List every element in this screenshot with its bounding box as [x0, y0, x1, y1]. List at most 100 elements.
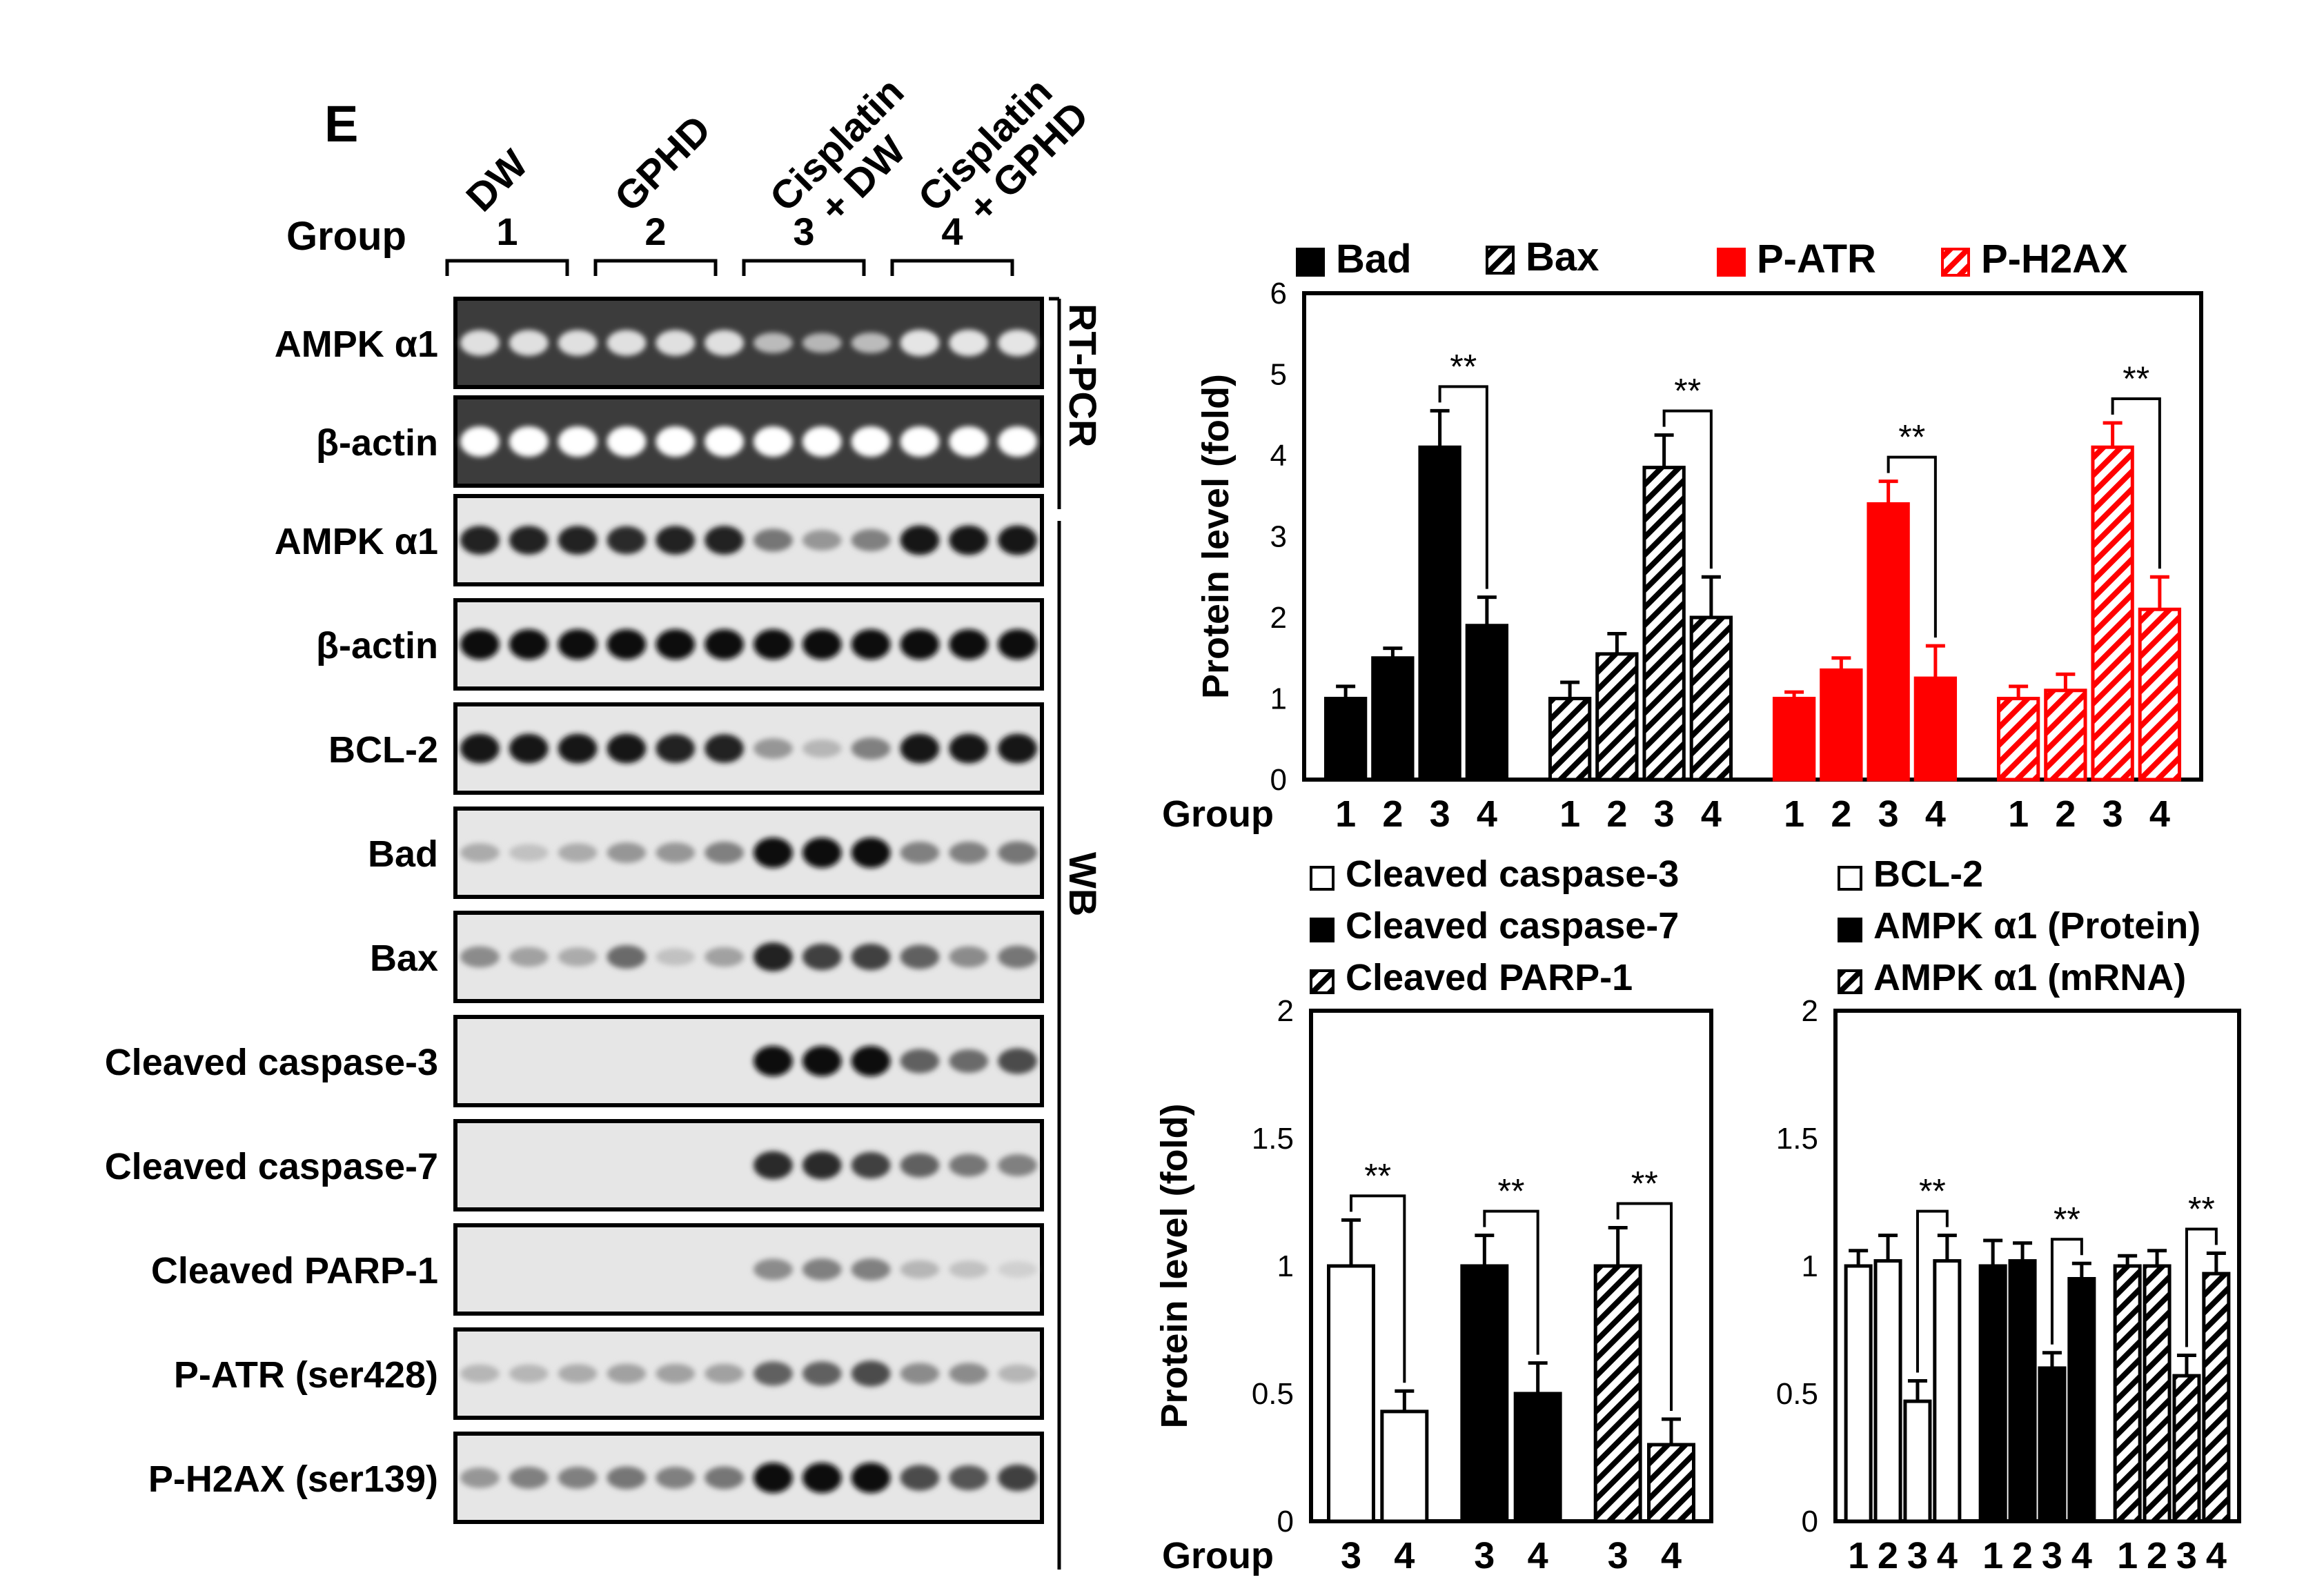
bar: [2138, 607, 2182, 782]
blot-row: Cleaved PARP-1: [151, 1223, 1044, 1316]
legend-label: P-ATR: [1757, 237, 1876, 281]
bar: [1548, 697, 1592, 782]
blot-band: [802, 333, 842, 353]
bar: [1933, 1259, 1962, 1523]
x-tick-label: 3: [1608, 1535, 1628, 1576]
group-number-2: 2: [644, 210, 666, 253]
blot-band: [851, 426, 891, 457]
blot-band: [900, 426, 940, 457]
blot-band: [754, 1361, 793, 1386]
y-axis-label: Protein level (fold): [1195, 374, 1237, 699]
significance-mark: **: [1898, 418, 1925, 457]
blot-band: [949, 1465, 989, 1491]
significance-bracket: [1438, 385, 1488, 589]
blot-band: [949, 733, 989, 764]
x-tick-label: 2: [1878, 1535, 1898, 1576]
blot-band: [900, 1465, 940, 1491]
blot-band: [949, 329, 989, 357]
blot-band: [998, 426, 1037, 457]
wb-label: WB: [1061, 852, 1105, 916]
significance-mark: **: [2123, 359, 2149, 398]
plot-frame: [1309, 1009, 1713, 1523]
blot-band: [509, 330, 549, 356]
legend-swatch: [1310, 969, 1335, 994]
y-tick-label: 2: [1277, 994, 1294, 1028]
group-label: Group: [286, 214, 406, 259]
y-tick-label: 3: [1270, 520, 1287, 554]
blot-frame: [453, 1223, 1044, 1316]
blot-band: [754, 528, 793, 552]
blot-band: [802, 1151, 842, 1180]
blot-band: [460, 330, 500, 356]
x-tick-label: 3: [2042, 1535, 2062, 1576]
blot-row: Bax: [370, 911, 1044, 1003]
bar: [1913, 676, 1958, 782]
blot-label: Bad: [368, 833, 438, 875]
blot-row: P-H2AX (ser139): [148, 1432, 1044, 1524]
blot-band: [900, 944, 940, 969]
x-tick-label: 1: [2117, 1535, 2138, 1576]
blot-label: BCL-2: [328, 729, 438, 771]
blot-band: [998, 525, 1037, 555]
significance-bracket: [2111, 397, 2161, 569]
rtpcr-bracket: RT-PCR: [1049, 297, 1105, 509]
blot-row: AMPK α1: [275, 297, 1044, 389]
legend-swatch: [1296, 248, 1325, 277]
x-tick-label: 4: [1528, 1535, 1548, 1576]
blot-band: [558, 526, 598, 555]
blot-frame: [453, 494, 1044, 586]
bar: [2113, 1264, 2142, 1523]
x-tick-label: 4: [1477, 793, 1497, 835]
wb-bracket: WB: [1057, 521, 1105, 1570]
x-tick-label: 1: [1848, 1535, 1869, 1576]
y-tick-label: 4: [1270, 439, 1287, 473]
blot-frame: [453, 598, 1044, 691]
significance-mark: **: [1674, 372, 1701, 410]
y-tick-label: 0: [1270, 763, 1287, 797]
x-tick-label: 4: [1925, 793, 1946, 835]
bar: [1873, 1259, 1902, 1523]
blot-band: [851, 738, 891, 760]
blot-band: [656, 842, 696, 863]
blot-band: [607, 733, 647, 764]
x-tick-label: 3: [1474, 1535, 1495, 1576]
blot-label: Cleaved caspase-7: [105, 1146, 438, 1187]
x-tick-label: 3: [1878, 793, 1899, 835]
blot-band: [851, 1046, 891, 1076]
blot-band: [754, 1463, 793, 1493]
significance-bracket: [2050, 1238, 2083, 1345]
blot-row: BCL-2: [328, 702, 1044, 795]
blot-band: [754, 629, 793, 660]
blot-row: AMPK α1: [275, 494, 1044, 586]
x-tick-label: 1: [2008, 793, 2029, 835]
blot-band: [949, 525, 989, 555]
blot-band: [754, 1258, 793, 1280]
blot-band: [705, 947, 744, 967]
blot-band: [607, 526, 647, 555]
x-tick-label: 4: [2149, 793, 2170, 835]
blot-band: [949, 1049, 989, 1073]
y-tick-label: 5: [1270, 358, 1287, 392]
blot-band: [900, 1049, 940, 1073]
bar: [1844, 1264, 1873, 1523]
y-tick-label: 0.5: [1252, 1377, 1294, 1411]
blot-band: [607, 944, 647, 969]
blot-band: [900, 1260, 940, 1279]
blot-row: Cleaved caspase-3: [105, 1015, 1044, 1107]
x-tick-label: 3: [1430, 793, 1450, 835]
legend-swatch: [1310, 866, 1335, 891]
bar: [1867, 502, 1910, 782]
bar: [1371, 656, 1415, 782]
significance-mark: **: [1919, 1172, 1946, 1211]
bar: [2008, 1259, 2037, 1523]
significance-mark: **: [1631, 1165, 1658, 1203]
group-bracket-2: [593, 259, 718, 276]
bar: [2172, 1374, 2201, 1523]
blot-label: Cleaved caspase-3: [105, 1042, 438, 1083]
blot-frame: [453, 1119, 1044, 1211]
blot-band: [802, 838, 842, 868]
blot-band: [998, 1048, 1037, 1074]
blot-band: [900, 842, 940, 864]
